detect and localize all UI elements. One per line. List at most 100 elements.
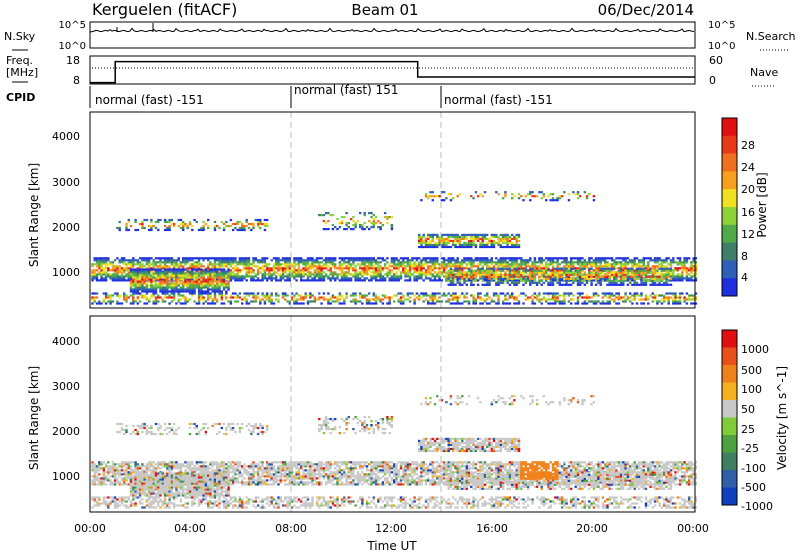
power-cell [652, 265, 654, 267]
power-cell [611, 298, 613, 300]
power-cell [225, 261, 227, 263]
power-cell [475, 274, 477, 276]
power-cell [511, 265, 513, 267]
power-cell [155, 263, 157, 265]
power-cell [155, 265, 157, 267]
power-cell [216, 290, 218, 292]
power-cell [266, 223, 268, 225]
power-cell [191, 282, 193, 284]
power-cell [634, 284, 636, 286]
power-cell [584, 273, 586, 275]
power-cell [121, 259, 123, 261]
power-cell [94, 300, 96, 302]
power-cell [640, 261, 642, 263]
power-cell [187, 274, 189, 276]
power-cell [345, 265, 347, 267]
power-cell [475, 238, 477, 240]
power-cell [611, 263, 613, 265]
power-cell [361, 226, 363, 228]
power-cell [679, 294, 681, 296]
power-cell [432, 191, 434, 193]
power-cell [420, 238, 422, 240]
power-cell [661, 270, 663, 272]
power-cell [209, 263, 211, 265]
power-cell [373, 277, 375, 279]
power-cell [606, 292, 608, 294]
power-cell [516, 302, 518, 304]
power-cell [416, 267, 418, 269]
power-cell [139, 263, 141, 265]
power-cell [584, 278, 586, 280]
power-cell [652, 274, 654, 276]
power-cell [239, 261, 241, 263]
power-cell [193, 288, 195, 290]
power-cell [171, 270, 173, 272]
power-cell [275, 292, 277, 294]
power-cell [159, 278, 161, 280]
power-cell [593, 292, 595, 294]
power-cell [502, 263, 504, 265]
power-cell [411, 265, 413, 267]
power-cell [116, 277, 118, 279]
power-cell [622, 296, 624, 298]
velocity-cell [112, 471, 114, 473]
power-cell [375, 275, 377, 277]
power-cell [409, 279, 411, 281]
power-cell [407, 275, 409, 277]
power-cell [105, 257, 107, 259]
power-cell [100, 271, 102, 273]
power-cell [690, 279, 692, 281]
power-cell [432, 195, 434, 197]
power-cell [636, 257, 638, 259]
power-cell [572, 298, 574, 300]
power-cell [600, 265, 602, 267]
power-cell [620, 298, 622, 300]
power-cell [314, 277, 316, 279]
power-cell [579, 265, 581, 267]
power-cell [516, 279, 518, 281]
power-cell [672, 300, 674, 302]
power-cell [125, 265, 127, 267]
power-cell [609, 272, 611, 274]
power-cell [293, 275, 295, 277]
power-cell [486, 268, 488, 270]
power-cell [615, 280, 617, 282]
power-cell [622, 263, 624, 265]
power-cell [663, 275, 665, 277]
power-cell [368, 292, 370, 294]
power-cell [590, 268, 592, 270]
power-cell [491, 259, 493, 261]
power-cell [418, 273, 420, 275]
power-cell [157, 278, 159, 280]
power-cell [209, 292, 211, 294]
power-cell [429, 242, 431, 244]
power-cell [141, 282, 143, 284]
power-cell [543, 265, 545, 267]
power-cell [246, 294, 248, 296]
power-cell [379, 277, 381, 279]
power-cell [516, 276, 518, 278]
power-cell [168, 268, 170, 270]
power-cell [153, 274, 155, 276]
power-cell [590, 257, 592, 259]
power-cell [348, 257, 350, 259]
power-cell [150, 263, 152, 265]
power-cell [516, 242, 518, 244]
power-cell [119, 269, 121, 271]
power-cell [150, 227, 152, 229]
power-cell [166, 290, 168, 292]
power-cell [320, 257, 322, 259]
power-cell [184, 225, 186, 227]
power-cell [282, 277, 284, 279]
power-cell [284, 261, 286, 263]
power-cell [450, 236, 452, 238]
power-cell [325, 265, 327, 267]
power-cell [461, 259, 463, 261]
power-cell [350, 273, 352, 275]
power-cell [214, 229, 216, 231]
power-cell [191, 272, 193, 274]
power-cell [636, 284, 638, 286]
power-cell [436, 236, 438, 238]
power-cell [563, 261, 565, 263]
power-cell [162, 292, 164, 294]
